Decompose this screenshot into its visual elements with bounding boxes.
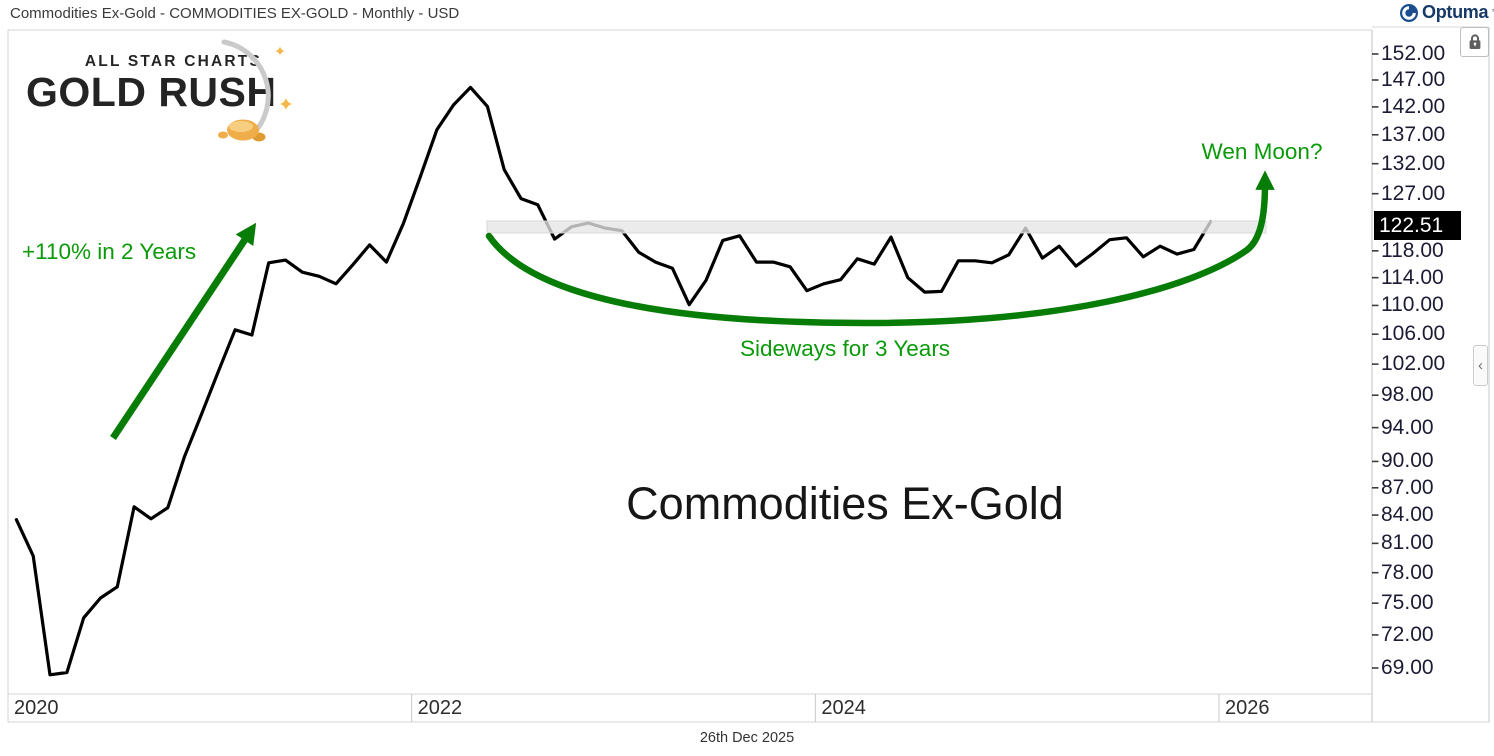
last-price-tag: 122.51 [1374,211,1461,240]
sparkle-icon [280,98,292,110]
annotation-moon-label[interactable]: Wen Moon? [1201,139,1323,164]
sparkle-icon [275,46,285,56]
gold-nugget-icon [218,119,266,142]
annotation-sideways-label[interactable]: Sideways for 3 Years [739,336,951,361]
chevron-left-icon: ‹ [1478,357,1483,374]
logo-swoosh-and-nugget [218,39,292,142]
footer-date: 26th Dec 2025 [699,730,795,746]
base-arc-arrow[interactable] [485,170,1275,327]
annotation-gain-label[interactable]: +110% in 2 Years [22,239,197,264]
window-title: Commodities Ex-Gold - COMMODITIES EX-GOL… [10,5,460,22]
lock-icon [1469,34,1480,49]
panel-collapse-button[interactable]: ‹ [1473,345,1488,386]
axis-lock-button[interactable] [1460,27,1489,57]
optuma-trademark: ™ [1491,9,1494,16]
price-line[interactable] [14,85,1213,677]
gain-arrow[interactable] [110,222,257,440]
resistance-band[interactable] [486,220,1267,234]
logo-main-line: GOLD RUSH [26,69,277,115]
logo-top-line: ALL STAR CHARTS [84,53,262,70]
optuma-logo: Optuma ™ [1399,2,1494,23]
chart-center-title[interactable]: Commodities Ex-Gold [626,478,1064,529]
allstarcharts-goldrush-logo: ALL STAR CHARTS GOLD RUSH [22,38,322,150]
optuma-brand-text: Optuma [1422,2,1489,22]
swoosh-arc [221,39,271,138]
optuma-icon [1400,3,1418,22]
